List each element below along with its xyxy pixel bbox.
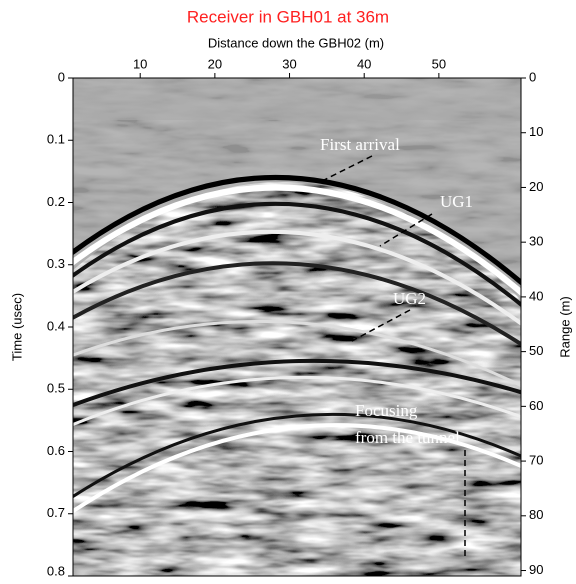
radargram-image <box>73 78 521 576</box>
y-tick-label: 0.2 <box>47 194 65 209</box>
y-axis-label: Time (usec) <box>9 293 24 361</box>
y-tick-label: 0.6 <box>47 443 65 458</box>
annotation-line <box>379 213 433 247</box>
y2-axis-label: Range (m) <box>557 296 572 357</box>
y-tick-label: 0.3 <box>47 256 65 271</box>
y2-tick-label: 80 <box>529 507 543 522</box>
x-tick-label: 30 <box>282 56 296 71</box>
annotation: Focusing <box>355 401 418 420</box>
y-tick-label: 0 <box>58 69 65 84</box>
y2-tick-label: 30 <box>529 234 543 249</box>
y-tick-label: 0.5 <box>47 381 65 396</box>
x-tick-label: 50 <box>432 56 446 71</box>
chart-title: Receiver in GBH01 at 36m <box>187 7 389 26</box>
annotation: UG2 <box>393 289 426 308</box>
x-tick-label: 40 <box>357 56 371 71</box>
annotation: UG1 <box>440 192 473 211</box>
x-tick-label: 20 <box>208 56 222 71</box>
y-tick-label: 0.4 <box>47 318 65 333</box>
y-tick-label: 0.8 <box>47 563 65 578</box>
y2-tick-label: 90 <box>529 562 543 577</box>
y2-tick-label: 10 <box>529 124 543 139</box>
y2-tick-label: 0 <box>529 69 536 84</box>
y2-tick-label: 70 <box>529 453 543 468</box>
y2-tick-label: 60 <box>529 398 543 413</box>
x-tick-label: 10 <box>133 56 147 71</box>
y-tick-label: 0.1 <box>47 132 65 147</box>
y-tick-label: 0.7 <box>47 505 65 520</box>
annotation: from the tunnel <box>355 428 460 447</box>
annotation-line <box>349 309 411 343</box>
x-axis-label: Distance down the GBH02 (m) <box>208 35 384 50</box>
annotation-line <box>323 155 373 181</box>
y2-tick-label: 20 <box>529 179 543 194</box>
y2-tick-label: 40 <box>529 288 543 303</box>
y2-tick-label: 50 <box>529 343 543 358</box>
annotation: First arrival <box>320 135 400 154</box>
